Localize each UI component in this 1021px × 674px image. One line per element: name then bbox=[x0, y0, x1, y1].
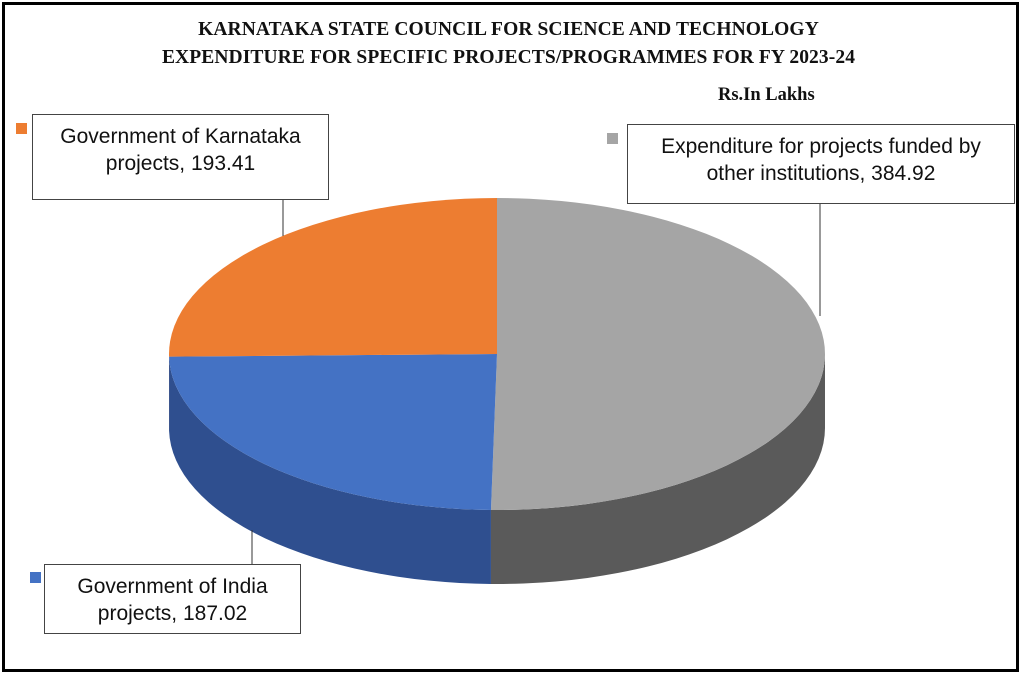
data-label-government-of-karnataka-projects: Government of Karnataka projects, 193.41 bbox=[32, 114, 329, 200]
data-label-line: Expenditure for projects funded by bbox=[661, 135, 981, 158]
legend-marker-expenditure-for-projects-funded-by-other-institutions bbox=[607, 133, 618, 144]
data-label-line: Government of Karnataka bbox=[60, 125, 301, 148]
chart-title: KARNATAKA STATE COUNCIL FOR SCIENCE AND … bbox=[198, 19, 819, 40]
pie-slice-government-of-karnataka-projects bbox=[169, 198, 497, 357]
legend-marker-government-of-india-projects bbox=[30, 572, 41, 583]
data-label-line: projects, 193.41 bbox=[105, 152, 256, 175]
pie-side-expenditure-for-projects-funded-by-other-institutions bbox=[490, 354, 826, 584]
chart-subtitle: EXPENDITURE FOR SPECIFIC PROJECTS/PROGRA… bbox=[161, 47, 856, 68]
pie-slice-expenditure-for-projects-funded-by-other-institutions bbox=[490, 198, 825, 510]
pie-slice-government-of-india-projects bbox=[169, 354, 497, 510]
legend-marker-government-of-karnataka-projects bbox=[16, 123, 27, 134]
data-label-line: Government of India bbox=[77, 575, 268, 598]
data-label-line: other institutions, 384.92 bbox=[706, 162, 936, 185]
pie-side-government-of-india-projects bbox=[169, 356, 491, 584]
unit-label: Rs.In Lakhs bbox=[718, 85, 815, 105]
data-label-expenditure-for-projects-funded-by-other-institutions: Expenditure for projects funded by other … bbox=[627, 124, 1015, 204]
data-label-line: projects, 187.02 bbox=[97, 602, 248, 625]
data-label-government-of-india-projects: Government of India projects, 187.02 bbox=[44, 564, 301, 634]
